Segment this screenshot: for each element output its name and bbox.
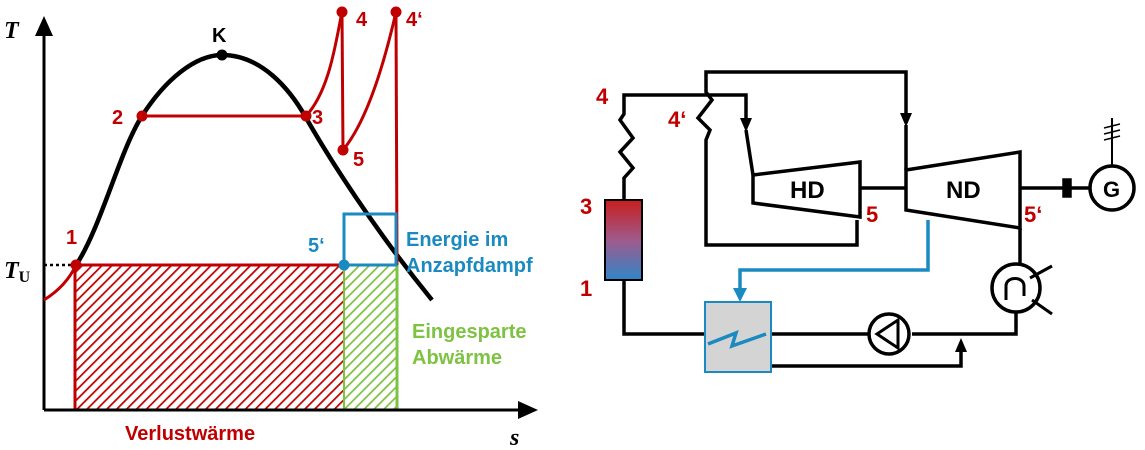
label-K: K [212, 25, 227, 47]
point-5 [337, 144, 349, 156]
generator-terminal-tick2 [1103, 129, 1121, 135]
preheater-zigzag [707, 330, 767, 349]
x-axis-label: s [509, 425, 519, 450]
boiler [604, 199, 643, 281]
condensate-line [912, 312, 1018, 336]
y-axis-label: T [4, 18, 20, 44]
sch-label-1: 1 [580, 276, 592, 301]
label-5p: 5‘ [308, 235, 325, 257]
bleed-steam-box [342, 212, 398, 267]
superheat-line-4 [304, 11, 344, 118]
feed-pump-arrow [874, 317, 900, 351]
label-4: 4 [356, 9, 368, 31]
ambient-temp-label: TU [4, 258, 31, 286]
point-2 [136, 110, 148, 122]
label-3: 3 [312, 107, 323, 129]
nd-label: ND [946, 177, 981, 204]
x-axis-arrow [518, 401, 538, 419]
sch-label-3: 3 [580, 194, 592, 219]
condenser-cooling-in [1029, 264, 1053, 280]
feedwater-line [622, 280, 705, 336]
generator-terminal-tick1 [1103, 123, 1121, 129]
hd-inlet-stub [744, 129, 755, 176]
hd-inlet-arrow [740, 118, 752, 132]
loss-label: Verlustwärme [125, 423, 255, 445]
condenser [990, 262, 1042, 314]
loss-heat-area [75, 265, 344, 410]
heater-drain-line [771, 350, 963, 368]
sch-label-4: 4 [596, 84, 609, 109]
point-1 [70, 259, 82, 271]
plant-schematic [604, 70, 1136, 373]
point-3 [300, 110, 312, 122]
schematic-labels: 4 4‘ 3 1 HD ND 5 5‘ G [580, 84, 1120, 301]
bleed-steam-line [738, 220, 930, 290]
expansion-line-4-5 [340, 11, 345, 151]
sch-label-5p: 5‘ [1024, 202, 1042, 227]
point-K [216, 49, 228, 61]
saved-heat-area [344, 265, 397, 410]
sch-label-4p: 4‘ [668, 107, 686, 132]
point-4 [336, 6, 348, 18]
condenser-cooling-out [1031, 298, 1053, 316]
energy-label-line1: Energie im [406, 229, 508, 251]
label-5: 5 [353, 149, 364, 171]
ts-diagram: T s TU K 1 2 3 4 4‘ 5 [4, 6, 538, 450]
hd-label: HD [790, 177, 825, 204]
reheat-line-5-4p [341, 11, 398, 151]
drain-arrow [955, 338, 967, 352]
generator-terminal-tick3 [1103, 135, 1121, 141]
energy-label-line2: Anzapfdampf [406, 255, 533, 277]
generator-label: G [1103, 177, 1120, 202]
point-4p [390, 6, 402, 18]
bleed-arrow [733, 288, 747, 302]
y-axis-arrow [35, 16, 53, 36]
nd-inlet-arrow [900, 113, 912, 127]
label-4p: 4‘ [406, 9, 423, 31]
point-5p [338, 259, 350, 271]
label-1: 1 [66, 227, 77, 249]
saved-label-line2: Abwärme [412, 347, 502, 369]
label-2: 2 [112, 107, 123, 129]
condenser-coil [1004, 277, 1026, 300]
reheat-line [695, 70, 908, 247]
live-steam-line [617, 93, 748, 200]
hd-turbine [751, 160, 862, 219]
saturation-dome [74, 52, 434, 302]
sch-label-5: 5 [866, 202, 878, 227]
coupling [1062, 178, 1072, 198]
saved-label-line1: Eingesparte [412, 321, 526, 343]
liquid-line [43, 264, 78, 302]
